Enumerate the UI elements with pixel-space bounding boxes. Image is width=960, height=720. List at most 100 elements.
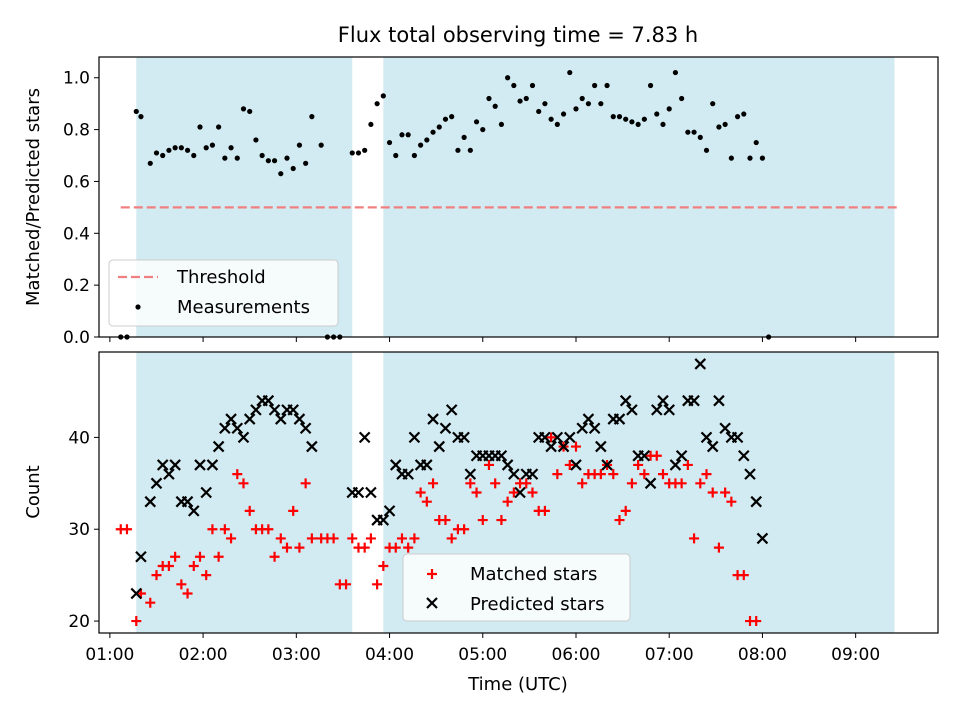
predicted-stars-point	[713, 394, 725, 407]
matched-stars-point	[490, 478, 501, 489]
matched-stars-point	[403, 542, 414, 553]
matched-stars-point	[726, 496, 737, 507]
measurements-point	[511, 82, 517, 89]
measurements-point	[265, 158, 271, 164]
predicted-stars-point	[402, 468, 414, 480]
predicted-stars-point	[613, 413, 626, 425]
predicted-stars-point	[744, 468, 756, 480]
measurements-point	[209, 142, 216, 148]
measurements-point	[147, 160, 153, 166]
measurements-point	[247, 108, 253, 115]
top-y-tick-label: 0.0	[63, 328, 90, 348]
measurements-point	[228, 145, 234, 151]
x-tick-label: 02:00	[179, 645, 228, 665]
x-tick-label: 05:00	[458, 645, 507, 665]
predicted-stars-point	[651, 404, 663, 416]
matched-stars-point	[483, 459, 494, 470]
measurements-point	[172, 145, 178, 151]
measurements-point	[393, 152, 399, 159]
measurements-point	[759, 155, 766, 161]
matched-stars-point	[508, 487, 519, 498]
measurements-point	[554, 121, 560, 128]
predicted-stars-point	[688, 394, 700, 407]
measurements-point	[548, 116, 554, 122]
matched-stars-point	[238, 478, 249, 489]
measurements-point	[592, 82, 598, 89]
predicted-stars-point	[501, 459, 514, 471]
measurements-point	[492, 103, 498, 109]
predicted-stars-point	[706, 440, 719, 453]
measurements-point	[598, 101, 604, 107]
measurements-point	[747, 155, 753, 161]
predicted-stars-point	[243, 413, 256, 425]
predicted-stars-point	[150, 477, 163, 490]
measurements-point	[197, 124, 203, 130]
predicted-stars-point	[638, 449, 651, 462]
measurements-point	[604, 82, 610, 89]
measurements-point	[349, 150, 355, 156]
measurements-point	[138, 114, 144, 120]
predicted-stars-point	[187, 505, 200, 517]
bottom-y-axis-label: Count	[23, 465, 44, 518]
matched-stars-point	[626, 478, 637, 489]
measurements-point	[585, 101, 592, 107]
matched-stars-point	[465, 478, 476, 489]
measurements-point	[641, 116, 647, 122]
measurements-point	[222, 155, 228, 161]
measurements-point	[253, 137, 259, 143]
matched-stars-point	[151, 570, 162, 581]
measurements-point	[368, 121, 374, 128]
measurements-point	[647, 82, 654, 89]
measurements-point	[467, 147, 473, 153]
matched-stars-point	[657, 469, 668, 480]
matched-stars-point	[564, 459, 575, 470]
predicted-stars-point	[219, 422, 231, 434]
measurements-point	[573, 106, 579, 112]
measurements-point	[296, 142, 303, 148]
legend-predicted-label: Predicted stars	[470, 594, 604, 615]
measurements-point	[560, 111, 567, 117]
matched-stars-point	[546, 432, 557, 443]
predicted-stars-point	[130, 587, 143, 600]
matched-stars-point	[651, 450, 662, 461]
measurements-point	[278, 171, 284, 177]
predicted-stars-point	[250, 404, 262, 416]
matched-stars-point	[163, 560, 174, 571]
predicted-stars-point	[595, 440, 607, 453]
measurements-point	[216, 124, 222, 130]
predicted-stars-point	[268, 404, 281, 416]
predicted-stars-point	[225, 413, 237, 425]
matched-stars-point	[720, 487, 731, 498]
predicted-stars-point	[231, 422, 244, 434]
measurements-point	[405, 132, 411, 138]
measurements-point	[734, 114, 741, 120]
measurements-point	[710, 101, 716, 107]
matched-stars-point	[608, 469, 619, 480]
top-axes-frame	[98, 56, 939, 338]
matched-stars-point	[595, 469, 606, 480]
measurements-point	[166, 147, 172, 153]
predicted-stars-point	[306, 440, 318, 453]
measurements-point	[191, 152, 197, 159]
x-tick-label: 04:00	[365, 645, 414, 665]
matched-stars-point	[409, 533, 420, 544]
predicted-stars-point	[526, 468, 539, 480]
matched-stars-point	[496, 515, 507, 526]
measurements-point	[567, 69, 573, 76]
measurements-point	[380, 93, 386, 99]
measurements-point	[160, 152, 166, 159]
measurements-point	[386, 139, 393, 146]
matched-stars-point	[440, 515, 451, 526]
predicted-stars-point	[389, 459, 402, 471]
measurements-point	[610, 114, 616, 120]
legend-box	[108, 259, 339, 327]
top-panel: 0.0 0.2 0.4 0.6 0.8 1.0 Threshold Measurements	[63, 56, 939, 348]
predicted-stars-point	[570, 459, 582, 471]
predicted-stars-point	[156, 459, 169, 471]
predicted-stars-point	[601, 459, 613, 471]
top-y-tick-label: 0.4	[63, 224, 90, 244]
predicted-stars-point	[545, 440, 557, 453]
matched-stars-point	[145, 597, 156, 608]
matched-stars-point	[372, 579, 383, 590]
